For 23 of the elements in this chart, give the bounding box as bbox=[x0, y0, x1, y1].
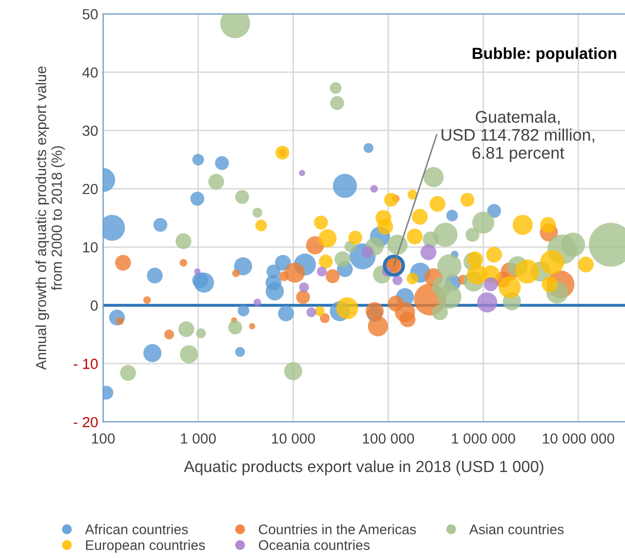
x-tick-label: 1 000 000 bbox=[452, 433, 516, 444]
y-tick-label: 40 bbox=[82, 67, 98, 78]
legend-label: African countries bbox=[84, 524, 188, 534]
y-tick-label: - 20 bbox=[74, 416, 98, 428]
legend-label: Oceania countries bbox=[258, 540, 370, 550]
legend-label: Countries in the Americas bbox=[258, 524, 416, 534]
y-tick-label: 0 bbox=[90, 300, 98, 311]
y-tick-label: - 10 bbox=[74, 358, 98, 370]
legend-label: Asian countries bbox=[469, 524, 564, 534]
y-tick-label: 30 bbox=[82, 126, 98, 136]
x-tick-label: 1 000 bbox=[181, 433, 216, 444]
x-tick-label: 100 000 bbox=[362, 433, 414, 444]
x-tick-label: 100 bbox=[92, 433, 115, 444]
x-tick-label: 10 000 000 bbox=[542, 433, 614, 444]
annotation: Bubble: population bbox=[472, 47, 616, 62]
annotation: Guatemala, USD 114.782 million, 6.81 percent bbox=[442, 110, 594, 162]
x-tick-label: 10 000 bbox=[272, 433, 315, 444]
y-tick-label: 20 bbox=[82, 184, 98, 194]
y-tick-label: 50 bbox=[82, 9, 98, 20]
x-axis-title: Aquatic products export value in 2018 (USD 1 000) bbox=[184, 460, 544, 476]
y-tick-label: 10 bbox=[83, 242, 98, 252]
y-axis-title: Annual growth of aquatic products export value from 2000 to 2018 (%) bbox=[36, 66, 65, 370]
legend-label: European countries bbox=[86, 540, 205, 553]
